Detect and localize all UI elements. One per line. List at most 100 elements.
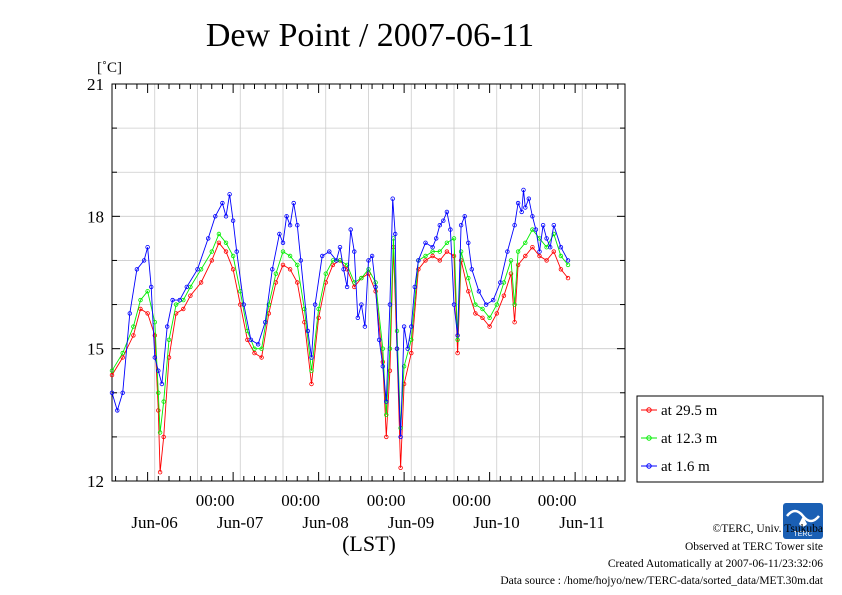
series-point — [316, 315, 321, 320]
series-point — [430, 249, 435, 254]
series-point — [291, 200, 296, 206]
series-point — [323, 271, 328, 276]
series-point — [508, 271, 514, 276]
footer-created: Created Automatically at 2007-06-11/23:3… — [608, 558, 823, 570]
series-point — [565, 258, 571, 263]
series-point — [295, 280, 300, 285]
x-tick-label-midnight: 00:00 — [281, 491, 320, 510]
series-point — [523, 253, 528, 259]
series-point — [109, 372, 115, 378]
series-point — [416, 267, 421, 272]
series-point — [344, 284, 350, 290]
series-point — [298, 258, 303, 263]
series-point — [515, 262, 521, 268]
series-point — [352, 249, 357, 254]
series-point — [355, 315, 360, 320]
series-point — [259, 355, 264, 360]
series-point — [451, 253, 457, 259]
series-point — [148, 284, 154, 290]
x-tick-label-date: Jun-08 — [302, 513, 348, 532]
series-point — [252, 346, 257, 351]
series-point — [398, 434, 403, 440]
series-point — [216, 231, 222, 237]
series-point — [127, 311, 132, 316]
x-tick-label-midnight: 00:00 — [196, 491, 235, 510]
series-point — [255, 342, 261, 347]
series-point — [430, 244, 435, 250]
series-point — [512, 222, 517, 228]
x-axis-label: (LST) — [342, 531, 396, 556]
series-point — [223, 240, 229, 245]
series-point — [115, 408, 120, 413]
series-point — [316, 306, 321, 312]
series-point — [223, 214, 229, 219]
series-point — [494, 311, 499, 316]
series-point — [515, 200, 521, 206]
series-point — [476, 289, 482, 294]
series-group — [109, 240, 571, 475]
series-point — [230, 218, 236, 223]
series-point — [230, 267, 236, 272]
series-point — [384, 399, 389, 404]
series-point — [369, 253, 375, 259]
series-point — [312, 302, 318, 307]
series-point — [309, 368, 314, 373]
series-point — [134, 267, 140, 272]
series-point — [109, 368, 115, 373]
legend-marker-29-5m — [646, 407, 652, 413]
series-point — [530, 214, 535, 219]
series-point — [412, 284, 417, 290]
series-point — [451, 236, 457, 241]
x-tick-label-midnight: 00:00 — [538, 491, 577, 510]
series-point — [437, 258, 442, 263]
series-point — [480, 306, 485, 312]
series-point — [320, 253, 325, 259]
series-point — [455, 350, 460, 356]
series-point — [558, 267, 564, 272]
series-point — [466, 289, 471, 294]
series-point — [373, 284, 378, 290]
series-point — [393, 231, 398, 237]
series-point — [337, 244, 343, 250]
series-point — [195, 267, 200, 272]
series-point — [444, 209, 450, 215]
y-tick-label: 18 — [87, 207, 104, 226]
series-point — [138, 297, 143, 303]
series-point — [494, 302, 499, 307]
x-tick-label-midnight: 00:00 — [452, 491, 491, 510]
series-point — [334, 258, 339, 263]
series-point — [327, 249, 332, 254]
series-point — [512, 320, 517, 325]
series-point — [184, 284, 189, 290]
series-point — [416, 258, 421, 263]
series-point — [157, 470, 163, 475]
series-point — [523, 240, 528, 245]
chart-title: Dew Point / 2007-06-11 — [206, 17, 534, 54]
series-point — [138, 306, 143, 312]
terc-logo-text: TERC — [793, 531, 812, 538]
series-point — [159, 381, 165, 387]
series-point — [508, 258, 514, 263]
series-point — [263, 320, 268, 325]
series-point — [170, 297, 175, 303]
series-point — [469, 267, 474, 272]
series-point — [157, 430, 163, 435]
series-point — [145, 289, 150, 294]
series-point — [444, 249, 450, 254]
series-point — [156, 390, 161, 395]
footer-site: Observed at TERC Tower site — [685, 541, 823, 553]
series-point — [423, 253, 428, 259]
series-point — [234, 249, 239, 254]
series-point — [280, 262, 286, 268]
series-point — [145, 244, 150, 250]
series-point — [498, 280, 503, 285]
series-point — [120, 355, 125, 360]
series-point — [131, 324, 136, 329]
series-point — [423, 258, 428, 263]
series-point — [540, 222, 546, 228]
series-point — [295, 222, 300, 228]
footer-data-source: Data source : /home/hojyo/new/TERC-data/… — [500, 575, 823, 587]
series-point — [483, 302, 489, 307]
series-point — [480, 315, 485, 320]
